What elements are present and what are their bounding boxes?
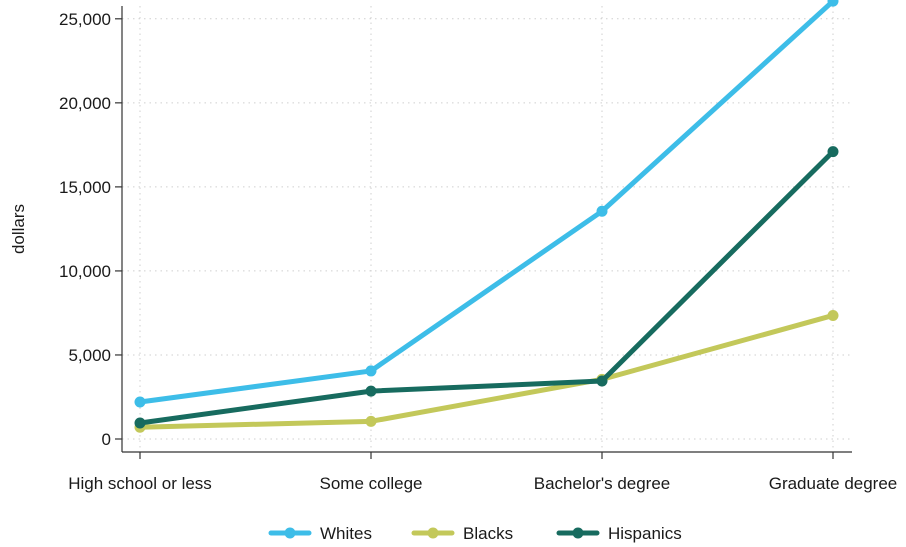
data-point-blacks [365, 415, 377, 427]
grid-lines [122, 6, 852, 452]
legend: Whites Blacks Hispanics [268, 524, 682, 543]
axes [121, 6, 852, 453]
legend-item-whites: Whites [268, 524, 372, 543]
x-ticks: High school or less Some college Bachelor'… [68, 452, 897, 493]
y-tick-label: 10,000 [59, 262, 111, 281]
legend-label: Whites [320, 524, 372, 543]
data-point-whites [827, 0, 839, 7]
legend-label: Blacks [463, 524, 513, 543]
legend-item-hispanics: Hispanics [556, 524, 682, 543]
x-tick-label: High school or less [68, 474, 212, 493]
y-tick-label: 25,000 [59, 10, 111, 29]
series-line-hispanics [137, 149, 836, 426]
data-point-whites [596, 205, 608, 217]
legend-swatch-marker [427, 527, 439, 539]
x-tick-label: Bachelor's degree [534, 474, 671, 493]
y-ticks: 0 5,000 10,000 15,000 20,000 25,000 [59, 10, 122, 449]
x-tick-label: Some college [319, 474, 422, 493]
data-point-whites [365, 365, 377, 377]
legend-swatch-marker [572, 527, 584, 539]
data-point-hispanics [365, 385, 377, 397]
data-point-blacks [827, 309, 839, 321]
series-whites [134, 0, 839, 408]
series-line-whites [137, 0, 836, 405]
y-tick-label: 5,000 [68, 346, 111, 365]
series-layer [134, 0, 839, 433]
y-tick-label: 0 [102, 430, 111, 449]
data-point-hispanics [596, 375, 608, 387]
legend-label: Hispanics [608, 524, 682, 543]
legend-item-blacks: Blacks [411, 524, 513, 543]
data-point-hispanics [827, 146, 839, 158]
x-tick-label: Graduate degree [769, 474, 898, 493]
y-tick-label: 15,000 [59, 178, 111, 197]
series-line-blacks [137, 312, 836, 430]
y-axis-title: dollars [9, 204, 28, 254]
series-hispanics [134, 146, 839, 429]
data-point-hispanics [134, 417, 146, 429]
series-blacks [134, 309, 839, 433]
data-point-whites [134, 396, 146, 408]
y-tick-label: 20,000 [59, 94, 111, 113]
legend-swatch-marker [284, 527, 296, 539]
